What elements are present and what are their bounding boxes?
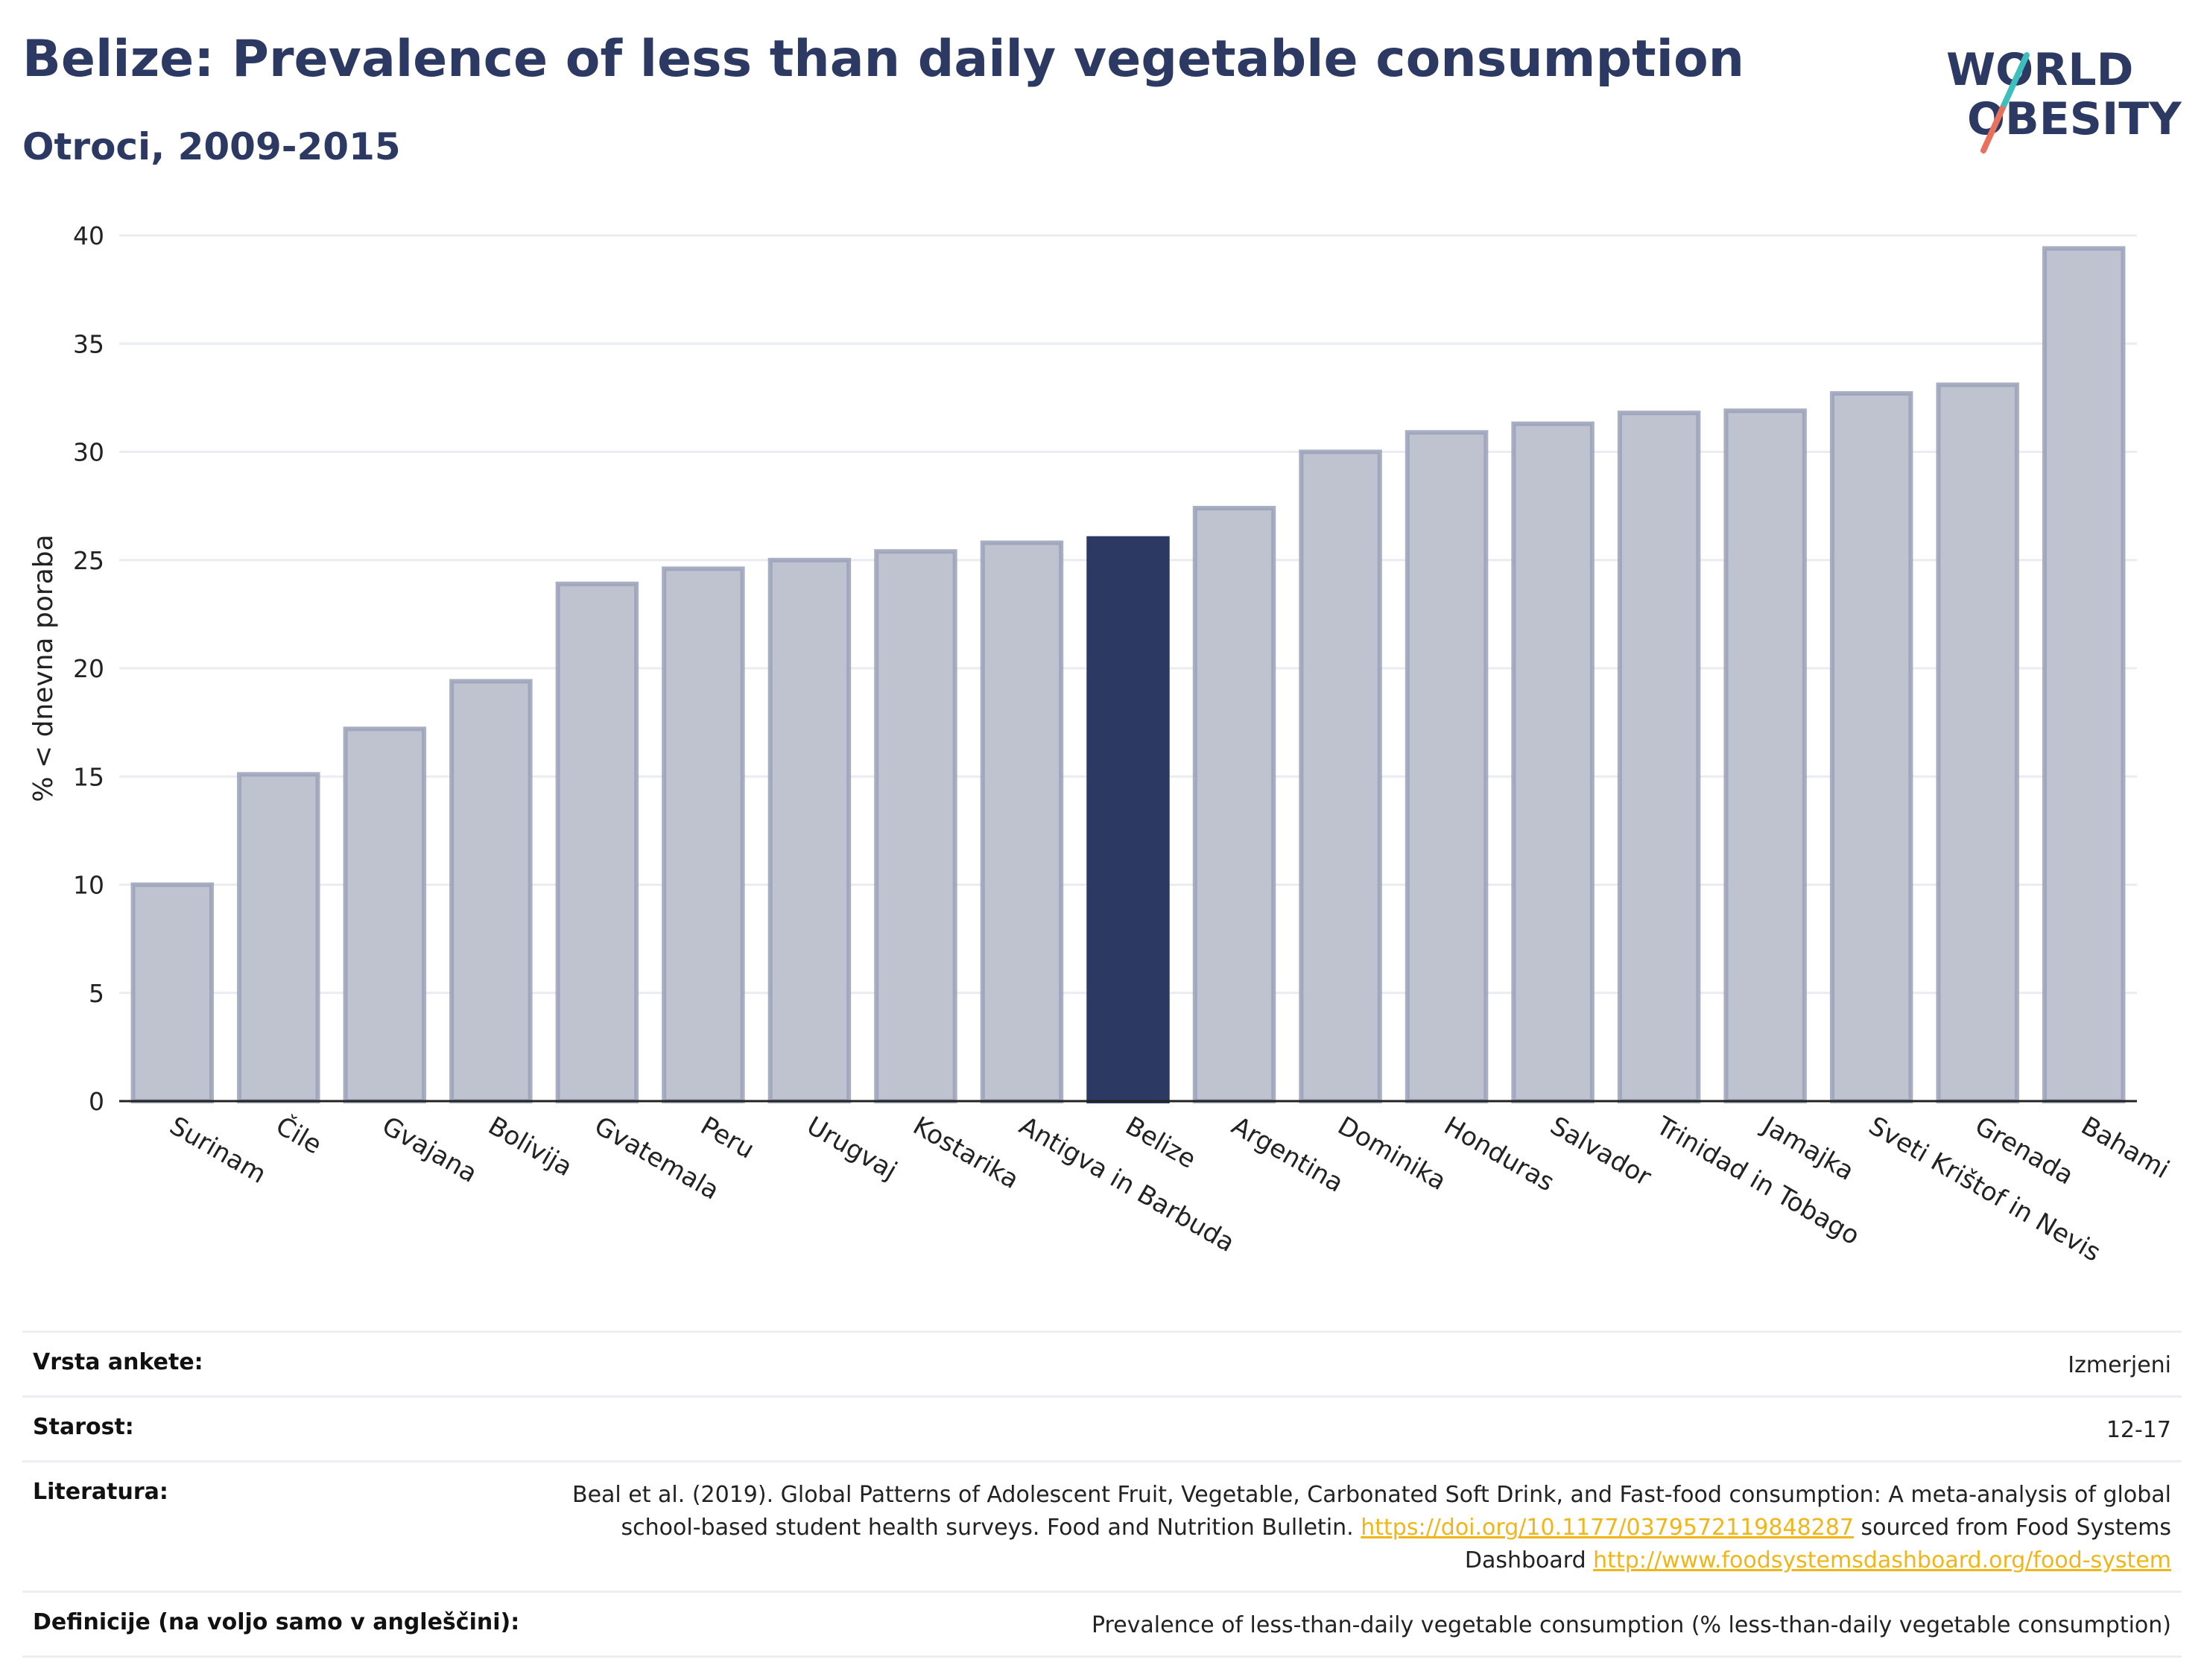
x-tick-label: Argentina (1226, 1111, 1349, 1199)
bar-kostarika[interactable] (874, 549, 957, 1103)
y-tick-label: 15 (73, 762, 104, 791)
bar-belize[interactable] (1086, 536, 1170, 1103)
bar-peru[interactable] (662, 566, 745, 1103)
bar-salvador[interactable] (1511, 421, 1595, 1103)
bar-surinam[interactable] (130, 882, 214, 1103)
bar-honduras[interactable] (1405, 430, 1489, 1103)
x-tick-label: Bolivija (483, 1111, 577, 1182)
reference-text-2: sourced from Food Systems Dashboard (1464, 1515, 2171, 1573)
y-tick-label: 30 (73, 438, 104, 467)
definition-label: Definicije (na voljo samo v angleščini): (33, 1609, 520, 1635)
page-subtitle: Otroci, 2009-2015 (22, 125, 401, 168)
bar-trinidad-in-tobago[interactable] (1617, 411, 1701, 1103)
bar-bolivija[interactable] (449, 679, 533, 1103)
y-tick-label: 10 (73, 871, 104, 900)
meta-row-age: Starost: 12-17 (22, 1395, 2182, 1460)
reference-value: Beal et al. (2019). Global Patterns of A… (532, 1479, 2171, 1577)
y-axis-ticks: 0 5 10 15 20 25 30 35 40 (73, 221, 104, 1116)
meta-row-reference: Literatura: Beal et al. (2019). Global P… (22, 1460, 2182, 1591)
x-tick-label: Honduras (1439, 1111, 1559, 1197)
x-tick-label: Salvador (1545, 1111, 1656, 1192)
page-title: Belize: Prevalence of less than daily ve… (22, 30, 1745, 89)
bars (130, 246, 2126, 1104)
x-tick-label: Belize (1121, 1111, 1201, 1175)
x-tick-label: Gvajana (377, 1111, 482, 1189)
logo-slash-red (1980, 101, 2007, 153)
survey-type-label: Vrsta ankete: (33, 1349, 203, 1375)
y-tick-label: 40 (73, 221, 104, 250)
y-tick-label: 5 (89, 979, 104, 1008)
age-label: Starost: (33, 1414, 134, 1440)
x-tick-label: Dominika (1333, 1111, 1451, 1196)
bar-bahami[interactable] (2042, 246, 2126, 1103)
bar-argentina[interactable] (1192, 506, 1276, 1103)
metadata-table: Vrsta ankete: Izmerjeni Starost: 12-17 L… (22, 1331, 2182, 1658)
y-axis-label: % < dnevna poraba (28, 534, 59, 802)
bar-antigva-in-barbuda[interactable] (980, 540, 1064, 1103)
doi-link[interactable]: https://doi.org/10.1177/0379572119848287 (1361, 1515, 1854, 1541)
bar-dominika[interactable] (1299, 449, 1382, 1103)
world-obesity-logo: WORLD OBESITY (1946, 44, 2182, 153)
y-tick-label: 0 (89, 1087, 104, 1116)
y-tick-label: 20 (73, 654, 104, 683)
x-tick-label: Bahami (2076, 1111, 2174, 1185)
logo-slash-teal (2001, 52, 2030, 107)
bar-grenada[interactable] (1936, 382, 2019, 1103)
bar-chart: 0 5 10 15 20 25 30 35 40 Surinam Čile Gvajana Boliv… (28, 221, 2174, 1268)
x-tick-label: Kostarika (908, 1111, 1024, 1195)
dashboard-link[interactable]: http://www.foodsystemsdashboard.org/food… (1593, 1547, 2171, 1573)
survey-type-value: Izmerjeni (2068, 1352, 2171, 1378)
y-tick-label: 35 (73, 329, 104, 358)
x-tick-label: Čile (270, 1110, 327, 1160)
age-value: 12-17 (2106, 1417, 2171, 1443)
reference-label: Literatura: (33, 1479, 168, 1505)
definition-value: Prevalence of less-than-daily vegetable … (1091, 1612, 2171, 1638)
x-tick-label: Peru (695, 1111, 759, 1165)
x-tick-label: Trinidad in Tobago (1650, 1111, 1864, 1252)
meta-row-definition: Definicije (na voljo samo v angleščini):… (22, 1591, 2182, 1658)
x-tick-label: Urugvaj (802, 1111, 902, 1186)
x-tick-label: Surinam (165, 1111, 271, 1190)
bar-sveti-krištof-in-nevis[interactable] (1829, 391, 1913, 1103)
y-tick-label: 25 (73, 546, 104, 575)
meta-row-survey: Vrsta ankete: Izmerjeni (22, 1331, 2182, 1395)
bar-čile[interactable] (237, 772, 320, 1103)
reference-text: Beal et al. (2019). Global Patterns of A… (571, 1482, 2171, 1541)
bar-urugvaj[interactable] (767, 557, 852, 1103)
bar-gvatemala[interactable] (555, 581, 639, 1103)
logo-word-1: WORLD (1946, 44, 2133, 96)
bar-jamajka[interactable] (1723, 408, 1807, 1103)
bar-gvajana[interactable] (343, 726, 427, 1104)
